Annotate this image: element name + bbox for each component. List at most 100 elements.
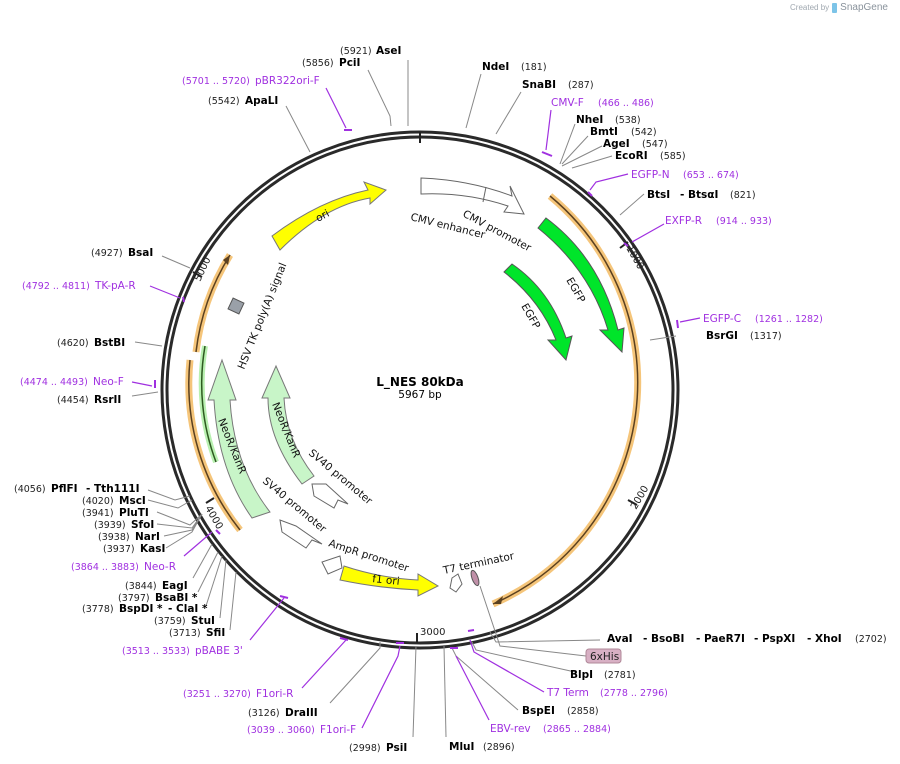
enzyme-draiii[interactable]: (3126) DraIII <box>248 707 318 719</box>
enzyme-pflfi[interactable]: (4056) PflFI - Tth111I <box>14 483 140 495</box>
label-f1-ori: f1 ori <box>372 573 400 588</box>
primer-neo-r[interactable]: (3864 .. 3883) Neo-R <box>71 561 176 573</box>
feature-neor-outer[interactable] <box>207 358 271 519</box>
enzyme-ndei[interactable]: NdeI (181) <box>482 61 547 73</box>
primer-ebv-rev[interactable]: EBV-rev (2865 .. 2884) <box>490 723 611 735</box>
feature-ori[interactable] <box>271 181 387 251</box>
enzyme-asei[interactable]: (5921) AseI <box>340 45 401 57</box>
svg-text:BspEI: BspEI <box>522 705 555 717</box>
svg-text:(2896): (2896) <box>483 742 515 753</box>
svg-text:(2865 .. 2884): (2865 .. 2884) <box>543 724 611 735</box>
primer-cmv-f[interactable]: CMV-F (466 .. 486) <box>551 97 654 109</box>
svg-text:BlpI: BlpI <box>570 669 593 681</box>
enzyme-nari[interactable]: (3938) NarI <box>98 531 160 543</box>
enzyme-bsabi[interactable]: (3797) BsaBI * <box>118 592 198 604</box>
enzyme-bspdi[interactable]: (3778) BspDI * - ClaI * <box>82 603 208 615</box>
svg-text:MscI: MscI <box>119 495 146 507</box>
orf-neor-arc[interactable] <box>185 253 243 533</box>
enzyme-pcii[interactable]: (5856) PciI <box>302 57 360 69</box>
feature-ampr-promoter[interactable] <box>321 555 343 575</box>
orf-egfp-arc[interactable] <box>491 193 642 608</box>
enzyme-btsi[interactable]: BtsI - BtsαI (821) <box>647 189 756 201</box>
svg-text:PciI: PciI <box>339 57 360 69</box>
enzyme-apali[interactable]: (5542) ApaLI <box>208 95 278 107</box>
enzyme-psii[interactable]: (2998) PsiI <box>349 742 407 754</box>
primer-pbr322ori-f[interactable]: (5701 .. 5720) pBR322ori-F <box>182 75 320 87</box>
enzyme-bsrgi[interactable]: BsrGI (1317) <box>706 330 782 342</box>
svg-text:EXFP-R: EXFP-R <box>665 215 702 227</box>
enzyme-pluti[interactable]: (3941) PluTI <box>82 507 149 519</box>
feature-f1-ori[interactable] <box>339 565 440 597</box>
svg-text:(2702): (2702) <box>855 634 887 645</box>
primer-tk-pa-r[interactable]: (4792 .. 4811) TK-pA-R <box>22 280 136 292</box>
svg-text:BsaBI *: BsaBI * <box>155 592 198 604</box>
enzyme-sfii[interactable]: (3713) SfiI <box>169 627 225 639</box>
enzyme-eagi[interactable]: (3844) EagI <box>125 580 188 592</box>
feature-t7-terminator[interactable] <box>449 573 463 593</box>
svg-text:(3513 .. 3533): (3513 .. 3533) <box>122 646 190 657</box>
enzyme-rsrii[interactable]: (4454) RsrII <box>57 394 121 406</box>
enzyme-mlui[interactable]: MluI (2896) <box>449 741 515 753</box>
svg-text:MluI: MluI <box>449 741 474 753</box>
his-tag-label[interactable]: 6xHis <box>585 648 622 664</box>
svg-text:(1317): (1317) <box>750 331 782 342</box>
enzyme-sfoi[interactable]: (3939) SfoI <box>94 519 154 531</box>
enzyme-nhei[interactable]: NheI (538) <box>576 114 641 126</box>
svg-text:BstBI: BstBI <box>94 337 125 349</box>
snapgene-logo-icon <box>832 2 838 13</box>
primer-f1ori-f[interactable]: (3039 .. 3060) F1ori-F <box>247 724 356 736</box>
svg-text:PluTI: PluTI <box>119 507 149 519</box>
svg-text:(3844): (3844) <box>125 581 157 592</box>
feature-egfp-inner[interactable] <box>503 263 573 362</box>
svg-text:Neo-R: Neo-R <box>144 561 176 573</box>
label-t7-terminator: T7 terminator <box>441 550 516 577</box>
svg-text:KasI: KasI <box>140 543 165 555</box>
svg-text:(4020): (4020) <box>82 496 114 507</box>
primer-f1ori-r[interactable]: (3251 .. 3270) F1ori-R <box>183 688 293 700</box>
primer-neo-f[interactable]: (4474 .. 4493) Neo-F <box>20 376 124 388</box>
primer-exfp-r[interactable]: EXFP-R (914 .. 933) <box>665 215 772 227</box>
feature-cmv[interactable] <box>420 177 525 215</box>
enzyme-agei[interactable]: AgeI (547) <box>603 138 668 150</box>
enzyme-leader-lines <box>131 60 677 738</box>
primer-egfp-n[interactable]: EGFP-N (653 .. 674) <box>631 169 739 181</box>
svg-text:(3938): (3938) <box>98 532 130 543</box>
primer-pbabe-3[interactable]: (3513 .. 3533) pBABE 3' <box>122 645 243 657</box>
svg-text:- XhoI: - XhoI <box>807 633 842 645</box>
enzyme-msci[interactable]: (4020) MscI <box>82 495 146 507</box>
enzyme-kasi[interactable]: (3937) KasI <box>103 543 165 555</box>
svg-text:- Tth111I: - Tth111I <box>86 483 140 495</box>
svg-text:- BsoBI: - BsoBI <box>643 633 684 645</box>
svg-text:(2778 .. 2796): (2778 .. 2796) <box>600 688 668 699</box>
enzyme-bstbi[interactable]: (4620) BstBI <box>57 337 125 349</box>
enzyme-stui[interactable]: (3759) StuI <box>154 615 215 627</box>
svg-text:6xHis: 6xHis <box>590 651 619 663</box>
enzyme-ecori[interactable]: EcoRI (585) <box>615 150 686 162</box>
feature-sv40-inner[interactable] <box>311 483 349 509</box>
feature-his-tag[interactable] <box>469 569 480 587</box>
enzyme-bsai[interactable]: (4927) BsaI <box>91 247 153 259</box>
primer-t7-term[interactable]: T7 Term (2778 .. 2796) <box>546 687 668 699</box>
enzyme-snabi[interactable]: SnaBI (287) <box>522 79 594 91</box>
enzyme-bmti[interactable]: BmtI (542) <box>590 126 657 138</box>
snapgene-credit: Created by SnapGene <box>790 2 888 13</box>
svg-text:(4454): (4454) <box>57 395 89 406</box>
enzyme-bspei[interactable]: BspEI (2858) <box>522 705 599 717</box>
svg-text:(3713): (3713) <box>169 628 201 639</box>
credit-prefix: Created by <box>790 3 830 12</box>
svg-text:(3778): (3778) <box>82 604 114 615</box>
enzyme-blpi[interactable]: BlpI (2781) <box>570 669 636 681</box>
svg-text:(2781): (2781) <box>604 670 636 681</box>
feature-sv40-outer[interactable] <box>279 519 323 549</box>
feature-neor-inner[interactable] <box>261 364 315 485</box>
plasmid-name: L_NES 80kDa <box>376 375 463 390</box>
feature-hsv-tk[interactable] <box>227 297 245 315</box>
svg-text:(4474 .. 4493): (4474 .. 4493) <box>20 377 88 388</box>
primer-egfp-c[interactable]: EGFP-C (1261 .. 1282) <box>703 313 823 325</box>
svg-text:(5542): (5542) <box>208 96 240 107</box>
enzyme-avai[interactable]: AvaI - BsoBI - PaeR7I - PspXI - XhoI (27… <box>607 633 887 645</box>
feature-egfp-outer[interactable] <box>537 217 625 354</box>
svg-text:(4792 .. 4811): (4792 .. 4811) <box>22 281 90 292</box>
neor-green-thin-arc[interactable] <box>198 345 219 464</box>
